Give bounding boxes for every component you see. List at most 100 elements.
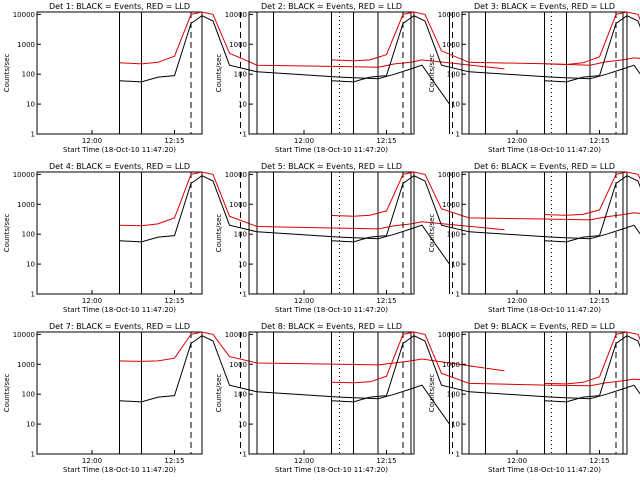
x-tick-label: 12:15 xyxy=(164,297,184,305)
y-tick-label: 1 xyxy=(456,131,460,139)
y-tick-label: 100 xyxy=(447,231,460,239)
y-tick-label: 10000 xyxy=(225,331,247,339)
series-line-lld xyxy=(331,11,640,66)
x-axis-title: Start Time (18-Oct-10 11:47:20) xyxy=(63,466,176,474)
y-axis-title: Counts/sec xyxy=(215,214,223,253)
y-tick-label: 1 xyxy=(31,291,35,299)
y-tick-label: 100 xyxy=(234,71,247,79)
x-tick-label: 12:00 xyxy=(294,137,314,145)
y-tick-label: 1000 xyxy=(17,201,35,209)
series-line-lld xyxy=(119,11,505,70)
y-tick-label: 10 xyxy=(451,421,460,429)
y-tick-label: 10000 xyxy=(225,171,247,179)
x-axis-title: Start Time (18-Oct-10 11:47:20) xyxy=(63,306,176,314)
y-axis-title: Counts/sec xyxy=(3,374,11,413)
y-tick-label: 10 xyxy=(26,421,35,429)
y-tick-label: 10 xyxy=(451,261,460,269)
y-tick-label: 1 xyxy=(243,291,247,299)
panel-title: Det 6: BLACK = Events, RED = LLD xyxy=(474,162,615,171)
x-tick-label: 12:15 xyxy=(376,137,396,145)
x-axis-title: Start Time (18-Oct-10 11:47:20) xyxy=(275,146,388,154)
x-tick-label: 12:00 xyxy=(294,457,314,465)
y-tick-label: 1000 xyxy=(17,361,35,369)
y-tick-label: 10 xyxy=(238,421,247,429)
x-tick-label: 12:15 xyxy=(589,137,609,145)
y-tick-label: 10000 xyxy=(438,11,460,19)
series-line-lld xyxy=(331,171,640,221)
series-line-events xyxy=(119,175,450,265)
series-line-lld xyxy=(119,171,505,231)
y-tick-label: 10 xyxy=(26,101,35,109)
detector-panel-5: Det 5: BLACK = Events, RED = LLD 12:00 12:… xyxy=(215,162,640,314)
x-tick-label: 12:15 xyxy=(164,137,184,145)
x-tick-label: 12:00 xyxy=(507,297,527,305)
x-tick-label: 12:00 xyxy=(82,137,102,145)
detector-panel-3: Det 3: BLACK = Events, RED = LLD 12:00 12:… xyxy=(428,2,640,154)
x-axis-title: Start Time (18-Oct-10 11:47:20) xyxy=(488,146,601,154)
x-tick-label: 12:00 xyxy=(82,457,102,465)
y-tick-label: 100 xyxy=(22,391,35,399)
y-axis-title: Counts/sec xyxy=(215,54,223,93)
y-tick-label: 1 xyxy=(456,291,460,299)
detector-panel-6: Det 6: BLACK = Events, RED = LLD 12:00 12:… xyxy=(428,162,640,314)
detector-panel-4: Det 4: BLACK = Events, RED = LLD 12:00 12:… xyxy=(3,162,505,314)
series-line-lld xyxy=(119,331,505,372)
panel-title: Det 1: BLACK = Events, RED = LLD xyxy=(49,2,190,11)
panel-title: Det 7: BLACK = Events, RED = LLD xyxy=(49,322,190,331)
y-tick-label: 1000 xyxy=(229,41,247,49)
y-tick-label: 100 xyxy=(234,391,247,399)
y-tick-label: 1 xyxy=(243,451,247,459)
y-tick-label: 1000 xyxy=(17,41,35,49)
panel-title: Det 2: BLACK = Events, RED = LLD xyxy=(261,2,402,11)
y-tick-label: 10000 xyxy=(225,11,247,19)
series-line-events xyxy=(331,175,640,243)
y-tick-label: 1 xyxy=(31,451,35,459)
y-tick-label: 1000 xyxy=(442,361,460,369)
y-tick-label: 100 xyxy=(234,231,247,239)
x-tick-label: 12:00 xyxy=(294,297,314,305)
detector-panel-1: Det 1: BLACK = Events, RED = LLD 12:00 12:… xyxy=(3,2,505,154)
series-line-events xyxy=(544,15,640,83)
y-tick-label: 10000 xyxy=(13,11,35,19)
y-axis-title: Counts/sec xyxy=(428,214,436,253)
panel-title: Det 3: BLACK = Events, RED = LLD xyxy=(474,2,615,11)
y-tick-label: 1 xyxy=(456,451,460,459)
y-tick-label: 1000 xyxy=(442,41,460,49)
x-tick-label: 12:15 xyxy=(589,457,609,465)
series-line-lld xyxy=(544,171,640,216)
series-line-lld xyxy=(544,331,640,385)
y-axis-title: Counts/sec xyxy=(3,54,11,93)
y-axis-title: Counts/sec xyxy=(3,214,11,253)
y-tick-label: 10000 xyxy=(438,331,460,339)
y-tick-label: 10 xyxy=(238,261,247,269)
y-tick-label: 100 xyxy=(22,231,35,239)
x-axis-title: Start Time (18-Oct-10 11:47:20) xyxy=(63,146,176,154)
y-tick-label: 1000 xyxy=(229,201,247,209)
y-axis-title: Counts/sec xyxy=(215,374,223,413)
series-line-lld xyxy=(331,331,640,387)
x-tick-label: 12:15 xyxy=(164,457,184,465)
detector-panel-7: Det 7: BLACK = Events, RED = LLD 12:00 12:… xyxy=(3,322,505,474)
series-line-events xyxy=(331,15,640,83)
y-tick-label: 1000 xyxy=(229,361,247,369)
series-line-events xyxy=(119,335,450,425)
y-axis-title: Counts/sec xyxy=(428,374,436,413)
x-tick-label: 12:15 xyxy=(376,457,396,465)
x-tick-label: 12:00 xyxy=(507,137,527,145)
y-tick-label: 10000 xyxy=(13,171,35,179)
x-axis-title: Start Time (18-Oct-10 11:47:20) xyxy=(488,466,601,474)
x-axis-title: Start Time (18-Oct-10 11:47:20) xyxy=(488,306,601,314)
series-line-lld xyxy=(544,11,640,66)
detector-panel-9: Det 9: BLACK = Events, RED = LLD 12:00 12:… xyxy=(428,322,640,474)
panel-title: Det 8: BLACK = Events, RED = LLD xyxy=(261,322,402,331)
series-line-events xyxy=(331,335,640,403)
panel-title: Det 9: BLACK = Events, RED = LLD xyxy=(474,322,615,331)
x-tick-label: 12:15 xyxy=(376,297,396,305)
x-axis-title: Start Time (18-Oct-10 11:47:20) xyxy=(275,466,388,474)
y-tick-label: 10 xyxy=(26,261,35,269)
y-tick-label: 10000 xyxy=(13,331,35,339)
y-tick-label: 10 xyxy=(451,101,460,109)
detector-panel-2: Det 2: BLACK = Events, RED = LLD 12:00 12:… xyxy=(215,2,640,154)
y-tick-label: 1 xyxy=(243,131,247,139)
y-tick-label: 100 xyxy=(447,71,460,79)
